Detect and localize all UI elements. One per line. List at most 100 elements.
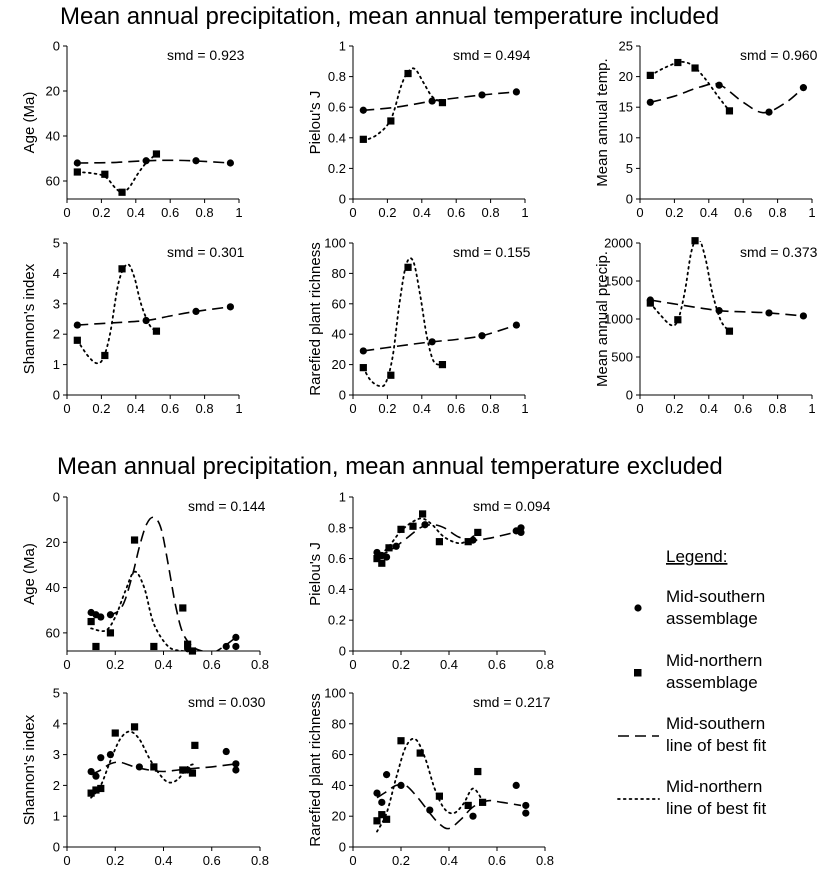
mid-northern-point [435, 538, 443, 546]
chart-b2: 0 0.2 0.4 0.6 0.8 1 0 0.2 0.4 0.6 0.8 Pielou's J smd… [307, 490, 554, 673]
mid-northern-fit-line [90, 570, 194, 651]
mid-southern-fit-line [90, 761, 237, 776]
x-tick-label: 0.2 [665, 205, 683, 220]
y-tick-label: 5 [626, 161, 633, 176]
mid-northern-point [464, 801, 472, 810]
y-tick-label: 40 [332, 778, 346, 793]
y-tick-label: 100 [324, 686, 346, 701]
mid-southern-point [522, 801, 530, 810]
title-top: Mean annual precipitation, mean annual t… [60, 3, 719, 30]
mid-northern-point [674, 58, 682, 67]
mid-southern-point [192, 157, 200, 165]
mid-northern-point [383, 815, 391, 823]
x-tick-label: 0.8 [482, 401, 500, 416]
mid-northern-point [378, 811, 386, 819]
mid-northern-point [73, 168, 81, 176]
y-tick-label: 0.8 [328, 520, 346, 535]
x-tick-label: 0.2 [392, 657, 410, 672]
x-tick-label: 0 [349, 657, 356, 672]
x-tick-label: 0.8 [251, 657, 269, 672]
y-axis-label: Mean annual temp. [594, 58, 611, 186]
x-tick-label: 0 [349, 401, 356, 416]
mid-southern-point [232, 766, 240, 774]
mid-southern-point [478, 91, 486, 99]
mid-northern-point [191, 741, 199, 749]
mid-southern-point [232, 760, 240, 768]
mid-northern-point [438, 99, 447, 107]
mid-northern-point [150, 763, 158, 771]
mid-northern-point [385, 544, 393, 552]
mid-northern-point [179, 766, 187, 774]
x-tick-label: 0 [636, 401, 643, 416]
mid-northern-point [106, 629, 115, 637]
x-tick-label: 0.6 [488, 657, 506, 672]
mid-northern-point [691, 64, 699, 72]
mid-northern-point [474, 528, 482, 537]
chart-a5: 0 20 40 60 80 100 0 0.2 0.4 0.6 0.8 1 Rarefied plant… [307, 236, 531, 417]
mid-northern-point [92, 786, 100, 794]
mid-northern-point [646, 299, 654, 307]
x-tick-label: 1 [235, 205, 242, 220]
x-tick-label: 0.6 [203, 853, 221, 868]
chart-a3: 0 5 10 15 20 25 0 0.2 0.4 0.6 0.8 1 Mean annual temp… [594, 39, 818, 221]
mid-southern-point [392, 542, 400, 550]
mid-southern-point [106, 751, 115, 759]
smd-annotation: smd = 0.960 [740, 47, 818, 63]
mid-northern-point [404, 69, 412, 78]
mid-southern-point [97, 754, 105, 762]
y-tick-label: 0 [53, 388, 60, 403]
mid-southern-fit-line [77, 159, 231, 164]
mid-southern-point [522, 809, 530, 817]
mid-southern-point [512, 88, 521, 96]
mid-southern-fit-line [91, 516, 237, 651]
mid-southern-point [715, 307, 723, 315]
mid-southern-fit-line [650, 299, 804, 317]
x-tick-label: 1 [521, 401, 528, 416]
smd-annotation: smd = 0.155 [453, 244, 531, 260]
mid-southern-point [106, 611, 115, 619]
y-tick-label: 20 [46, 84, 60, 99]
x-tick-label: 0.4 [127, 205, 145, 220]
y-tick-label: 0.6 [328, 100, 346, 115]
x-tick-label: 0.8 [769, 205, 787, 220]
mid-northern-point [152, 327, 161, 335]
mid-southern-point [478, 332, 486, 340]
mid-southern-point [715, 81, 723, 89]
mid-southern-point [87, 767, 95, 776]
mid-northern-point [92, 642, 100, 651]
chart-a6: 0 500 1000 1500 2000 0 0.2 0.4 0.6 0.8 1 Mean annua… [594, 236, 818, 417]
y-tick-label: 60 [332, 747, 346, 762]
smd-annotation: smd = 0.094 [473, 498, 551, 514]
mid-southern-point [135, 763, 143, 771]
y-tick-label: 0 [53, 840, 60, 855]
x-tick-label: 0 [63, 401, 70, 416]
mid-northern-point [378, 559, 386, 567]
mid-southern-fit-line [650, 82, 804, 114]
mid-northern-point [416, 749, 424, 757]
y-tick-label: 2 [53, 778, 60, 793]
mid-northern-point [725, 107, 734, 115]
mid-northern-point [419, 510, 427, 518]
y-axis-label: Shannon's index [21, 263, 38, 374]
x-tick-label: 0.4 [154, 853, 172, 868]
mid-northern-point [359, 135, 367, 143]
x-tick-label: 0 [63, 205, 70, 220]
mid-southern-point [469, 812, 477, 820]
y-tick-label: 0 [339, 192, 346, 207]
x-tick-label: 0.2 [106, 657, 124, 672]
x-tick-label: 0.8 [251, 853, 269, 868]
mid-northern-point [387, 371, 395, 379]
mid-southern-point [97, 613, 105, 621]
mid-northern-point [101, 170, 109, 178]
x-tick-label: 0.2 [92, 401, 110, 416]
mid-northern-fit-line [362, 67, 444, 142]
mid-northern-point [179, 604, 187, 612]
mid-northern-point [97, 784, 105, 793]
y-axis-label: Age (Ma) [21, 92, 38, 154]
x-tick-label: 0 [63, 657, 70, 672]
mid-southern-point [428, 338, 436, 346]
mid-southern-point [73, 321, 81, 329]
y-axis-label: Rarefied plant richness [307, 242, 324, 395]
mid-southern-point [426, 806, 434, 814]
x-tick-label: 0.8 [769, 401, 787, 416]
